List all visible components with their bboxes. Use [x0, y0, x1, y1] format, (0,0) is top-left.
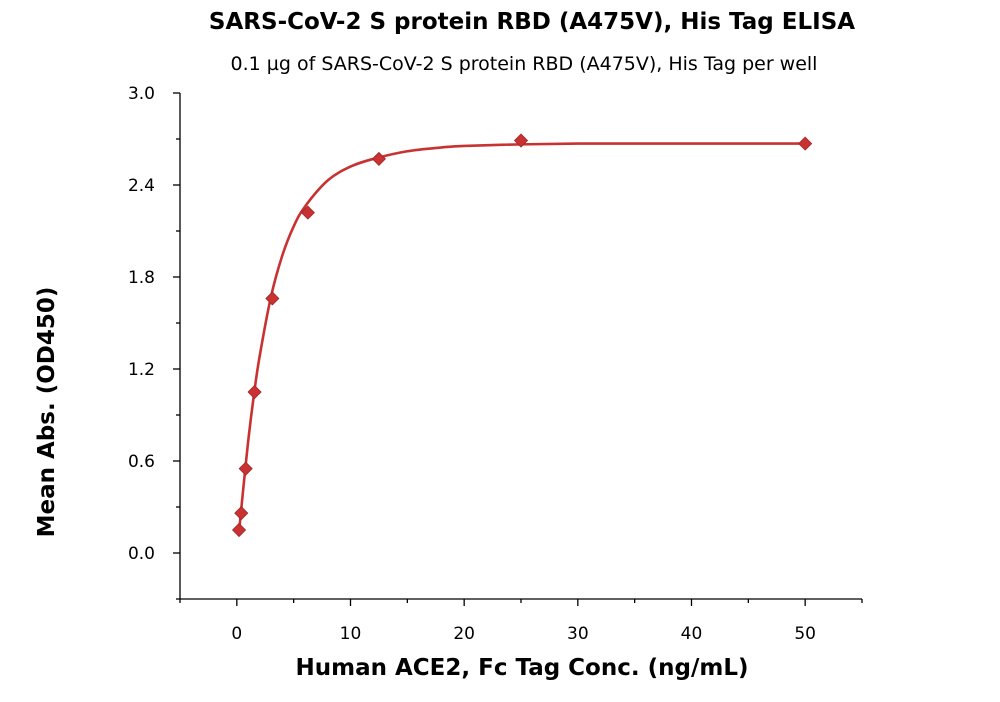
data-point: [265, 291, 280, 306]
y-axis-title: Mean Abs. (OD450): [34, 287, 60, 538]
data-point: [798, 136, 813, 151]
x-tick-label: 40: [681, 624, 703, 644]
y-axis-ticks: 0.0 0.6 1.2 1.8 2.4 3.0: [128, 84, 180, 600]
data-point: [513, 133, 529, 148]
axes: [179, 93, 862, 600]
data-point: [247, 384, 262, 400]
data-point: [231, 522, 247, 538]
x-tick-label: 30: [567, 624, 589, 644]
y-tick-label: 3.0: [128, 84, 155, 104]
data-point: [238, 461, 253, 476]
data-point: [300, 205, 315, 220]
y-tick-label: 1.8: [128, 268, 155, 288]
chart-title: SARS-CoV-2 S protein RBD (A475V), His Ta…: [209, 9, 855, 35]
x-axis-ticks: 0 10 20 30 40 50: [179, 599, 863, 644]
y-tick-label: 1.2: [128, 360, 155, 380]
fit-curve: [237, 142, 806, 532]
y-tick-label: 0.0: [128, 544, 155, 564]
y-tick-label: 0.6: [128, 452, 155, 472]
data-point: [234, 506, 249, 521]
data-points-layer: [231, 133, 813, 538]
x-tick-label: 50: [794, 624, 816, 644]
x-tick-label: 0: [231, 624, 242, 644]
x-tick-label: 20: [453, 624, 475, 644]
fit-curve-layer: [237, 142, 806, 532]
chart-subtitle: 0.1 µg of SARS-CoV-2 S protein RBD (A475…: [231, 53, 818, 75]
y-tick-label: 2.4: [128, 176, 155, 196]
x-tick-label: 10: [340, 624, 362, 644]
x-axis-title: Human ACE2, Fc Tag Conc. (ng/mL): [295, 655, 748, 681]
data-point: [371, 151, 386, 166]
